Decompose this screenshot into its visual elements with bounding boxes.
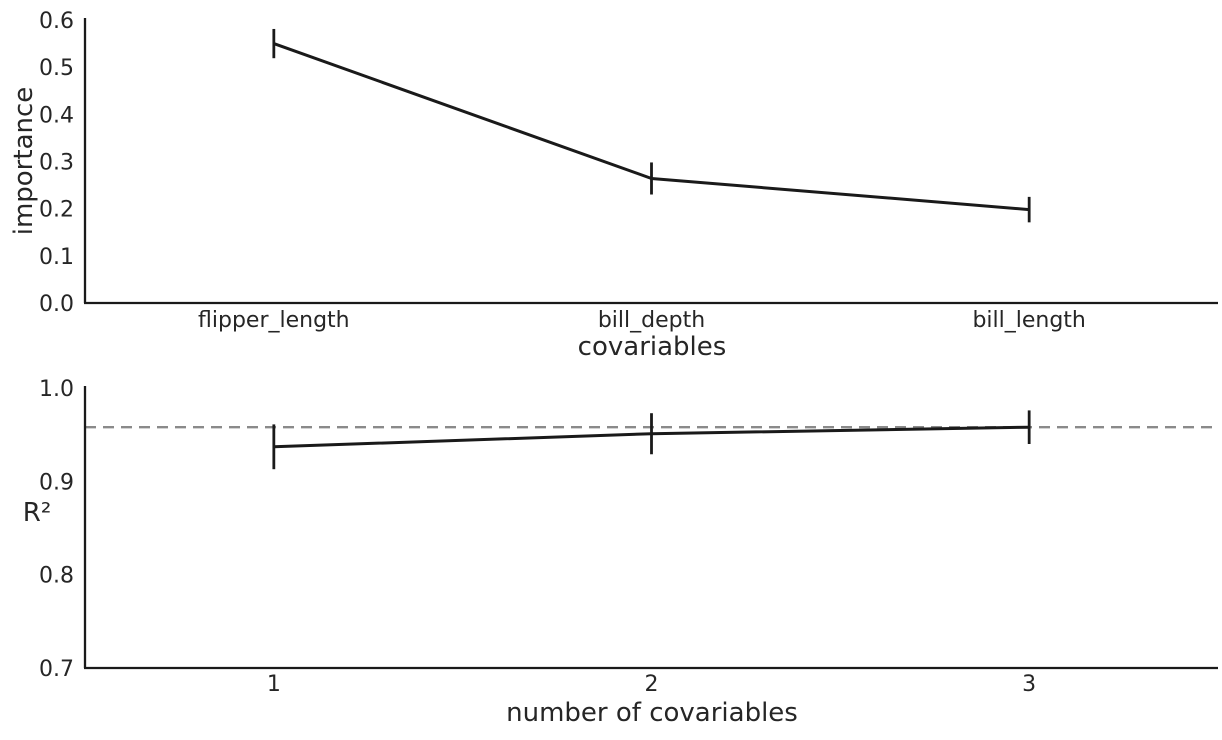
x-tick-label: flipper_length xyxy=(198,308,350,333)
covariables-x-axis-label: covariables xyxy=(577,332,727,362)
r2-y-axis-label: R² xyxy=(22,498,52,528)
y-tick-label: 0.1 xyxy=(39,245,74,270)
y-tick-label: 0.4 xyxy=(39,103,74,128)
y-tick-label: 0.7 xyxy=(39,657,74,682)
x-tick-label: 3 xyxy=(1022,672,1036,697)
number-of-covariables-x-axis-label: number of covariables xyxy=(506,698,798,728)
x-tick-label: 2 xyxy=(645,672,659,697)
importance-y-axis-label: importance xyxy=(9,86,39,236)
x-tick-label: bill_depth xyxy=(598,308,705,333)
series-line xyxy=(273,425,1030,449)
y-tick-label: 0.0 xyxy=(39,292,74,317)
y-tick-label: 0.9 xyxy=(39,470,74,495)
y-tick-label: 0.8 xyxy=(39,564,74,589)
y-tick-label: 0.5 xyxy=(39,56,74,81)
r2-plot: 0.7 0.8 0.9 1.0 1 2 3 xyxy=(39,377,1218,697)
importance-plot: 0.0 0.1 0.2 0.3 0.4 0.5 0.6 flipper_length bill_… xyxy=(39,9,1218,333)
y-tick-label: 0.2 xyxy=(39,198,74,223)
y-tick-label: 0.3 xyxy=(39,151,74,176)
x-tick-label: bill_length xyxy=(972,308,1085,333)
y-tick-label: 0.6 xyxy=(39,9,74,34)
y-tick-label: 1.0 xyxy=(39,377,74,402)
series-line xyxy=(273,42,1030,212)
x-tick-label: 1 xyxy=(267,672,281,697)
